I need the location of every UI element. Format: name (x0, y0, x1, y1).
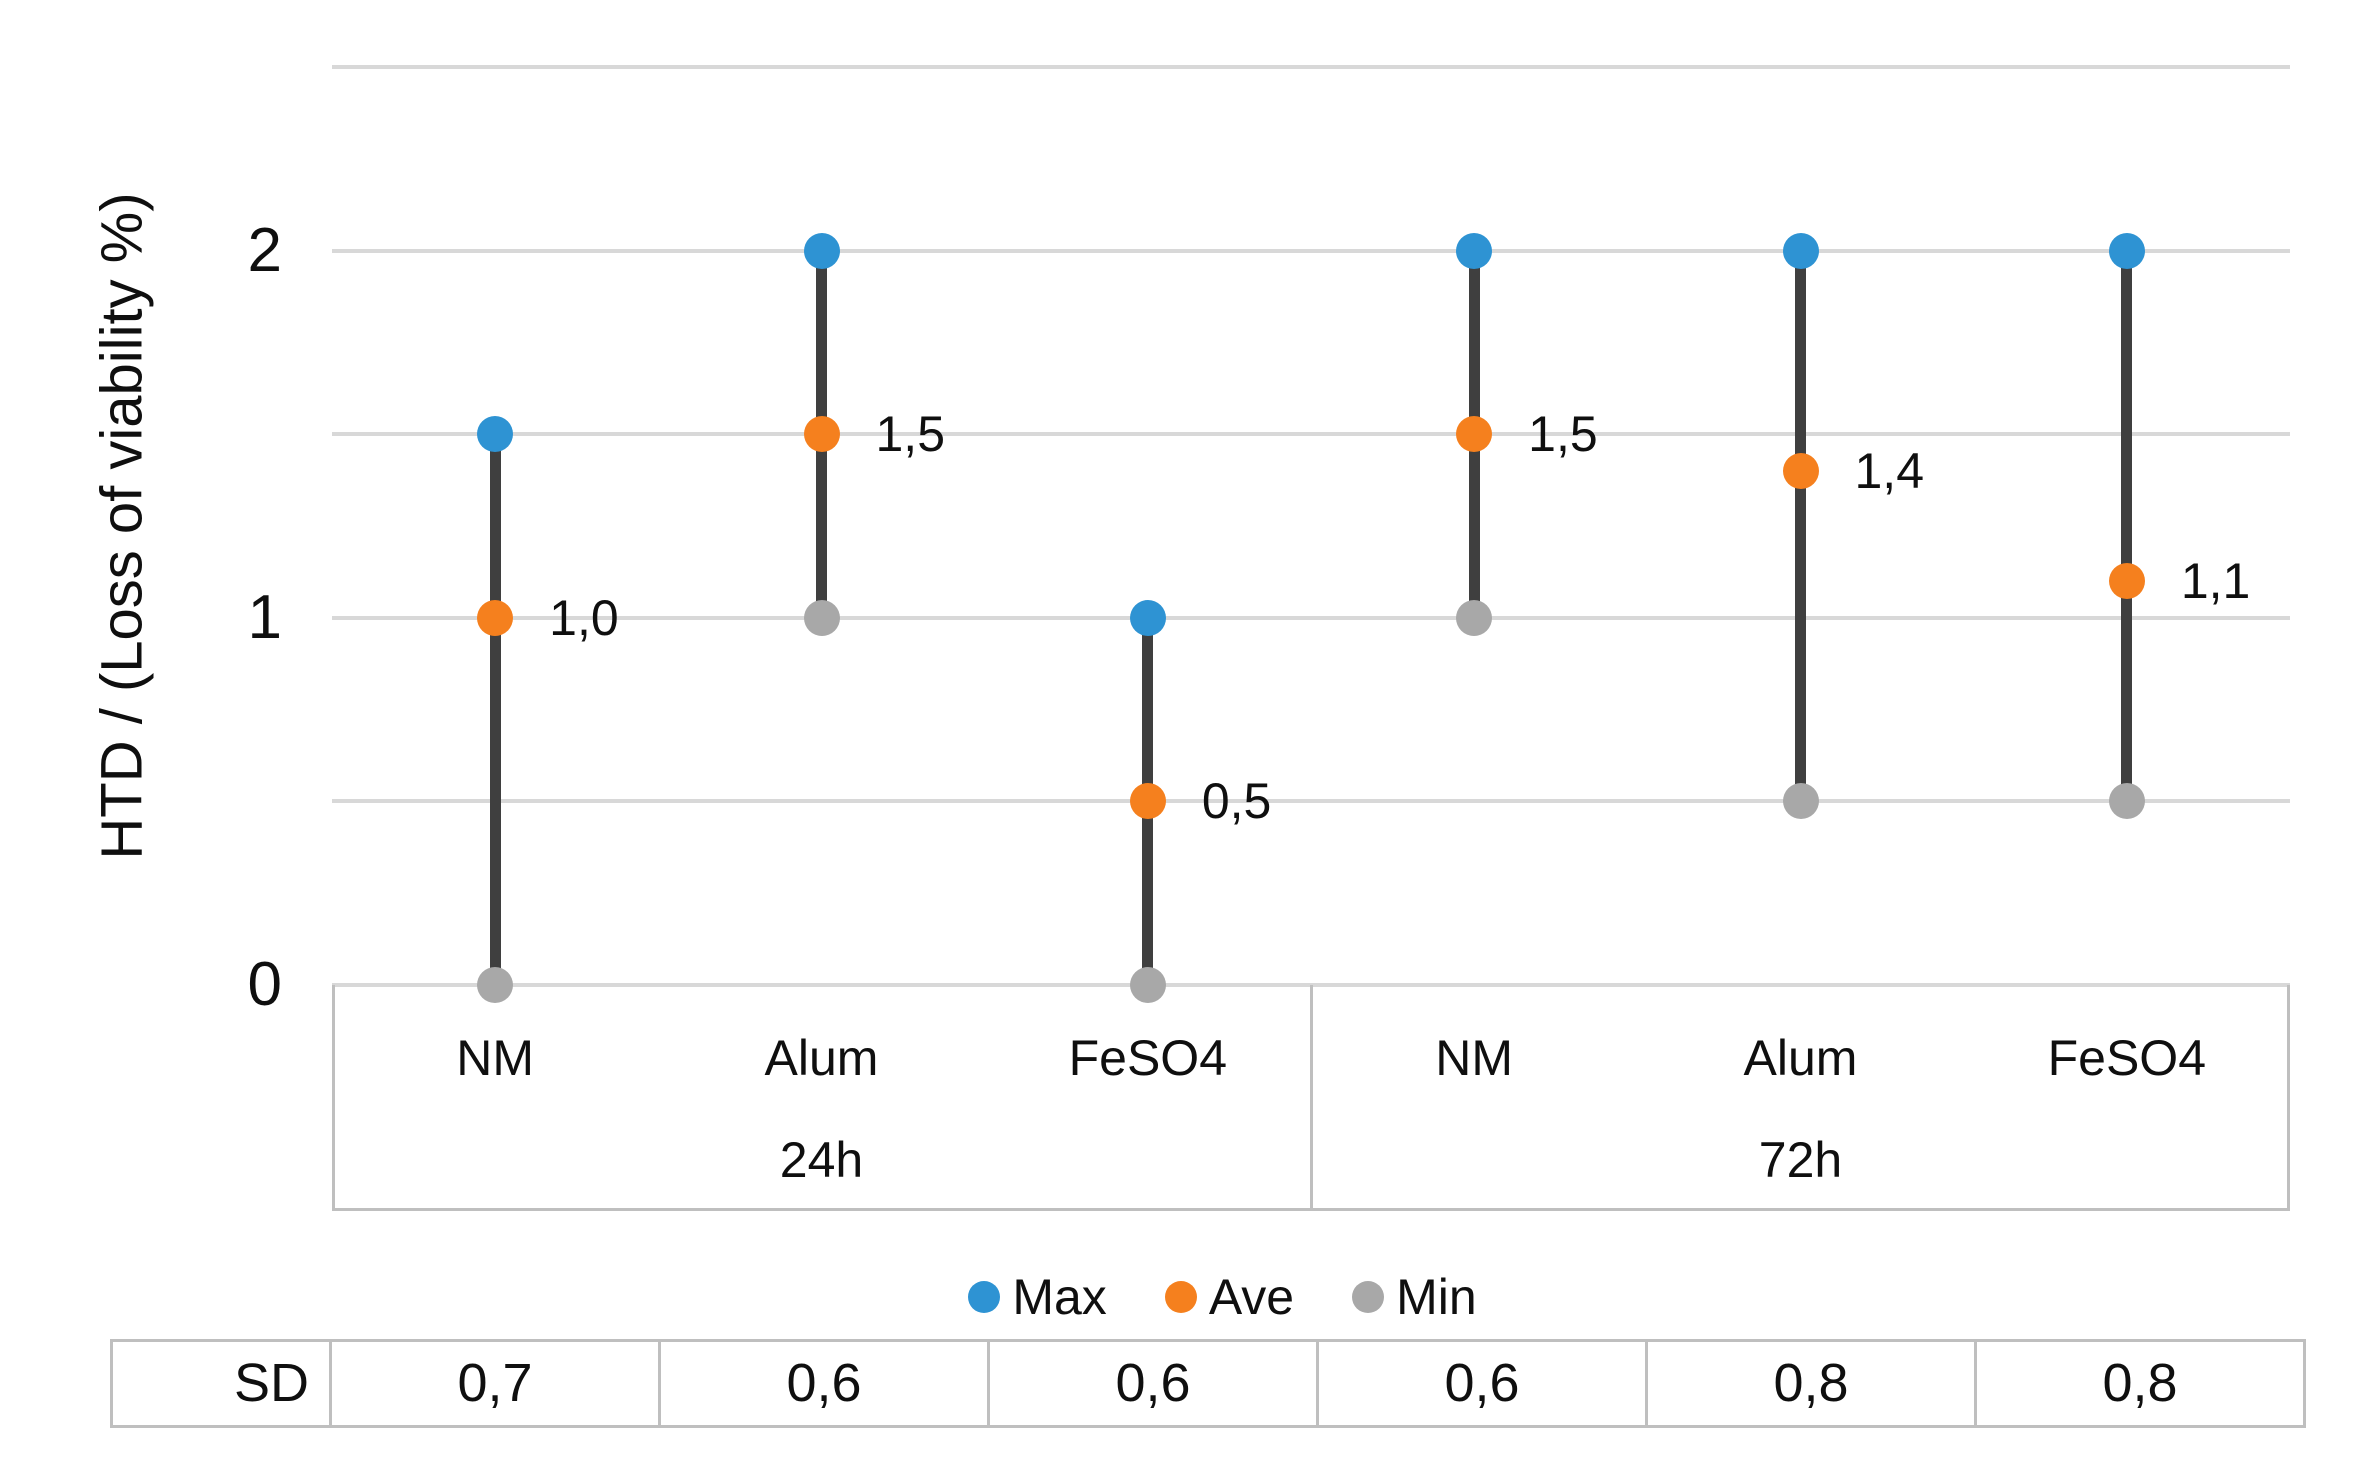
sd-value-cell: 0,8 (1974, 1342, 2303, 1425)
category-label: NM (1435, 1030, 1514, 1086)
sd-value-cell: 0,6 (658, 1342, 987, 1425)
max-dot (803, 232, 840, 269)
ave-value-label: 1,0 (549, 589, 619, 646)
category-label: Alum (1743, 1030, 1858, 1086)
min-dot (1782, 783, 1819, 820)
min-dot (803, 599, 840, 636)
legend-max-dot-icon (968, 1281, 1001, 1313)
min-dot (1129, 967, 1166, 1003)
gridline (332, 432, 2290, 437)
category-box-border-right (2287, 985, 2290, 1211)
category-label: FeSO4 (1068, 1030, 1228, 1086)
max-dot (1129, 599, 1166, 636)
ave-dot (803, 416, 840, 453)
ave-dot (477, 599, 514, 636)
ave-value-label: 1,5 (875, 406, 946, 463)
legend-label: Max (1012, 1269, 1107, 1325)
max-dot (2108, 232, 2145, 269)
sd-value-cell: 0,6 (1316, 1342, 1645, 1425)
ave-value-label: 1,5 (1528, 406, 1598, 463)
legend-item-min: Min (1352, 1262, 1477, 1332)
stem (489, 434, 501, 985)
legend-ave-dot-icon (1164, 1281, 1197, 1313)
category-box-group-divider (1309, 985, 1313, 1211)
ave-value-label: 0,5 (1201, 773, 1272, 830)
group-label: 72h (1758, 1132, 1843, 1188)
ave-dot (2108, 563, 2145, 600)
sd-value-cell: 0,7 (329, 1342, 658, 1425)
min-dot (2108, 783, 2145, 820)
max-dot (1456, 232, 1493, 269)
sd-header-cell: SD (233, 1353, 309, 1413)
sd-value-cell: 0,8 (1645, 1342, 1974, 1425)
min-dot (1456, 599, 1493, 636)
y-tick-label: 1 (247, 582, 282, 652)
ave-dot (1456, 416, 1493, 453)
legend-label: Ave (1208, 1269, 1295, 1325)
gridline (332, 799, 2290, 804)
gridline (332, 65, 2290, 69)
legend-min-dot-icon (1352, 1281, 1385, 1313)
sd-value-cell: 0,6 (987, 1342, 1316, 1425)
ave-value-label: 1,1 (2180, 553, 2251, 610)
y-tick-label: 2 (247, 215, 282, 285)
category-box-border-bottom (332, 1208, 2290, 1211)
sd-table: SD 0,7 0,6 0,6 0,6 0,8 0,8 (110, 1339, 2306, 1428)
gridline (332, 248, 2290, 253)
legend-item-ave: Ave (1164, 1262, 1295, 1332)
legend: Max Ave Min (44, 1262, 2357, 1332)
ave-value-label: 1,4 (1854, 442, 1925, 499)
min-dot (477, 967, 514, 1003)
gridline (332, 615, 2290, 620)
stem (2121, 250, 2133, 802)
ave-dot (1129, 783, 1166, 820)
max-dot (477, 416, 514, 453)
ave-dot (1782, 452, 1819, 489)
legend-item-max: Max (968, 1262, 1107, 1332)
category-label: FeSO4 (2047, 1030, 2207, 1086)
category-box-border-left (332, 985, 335, 1211)
stem (1795, 250, 1806, 802)
category-label: NM (456, 1030, 535, 1086)
y-tick-label: 0 (247, 950, 282, 1019)
category-label: Alum (764, 1030, 879, 1086)
group-label: 24h (779, 1132, 864, 1188)
legend-label: Min (1396, 1269, 1477, 1325)
max-dot (1782, 232, 1819, 269)
